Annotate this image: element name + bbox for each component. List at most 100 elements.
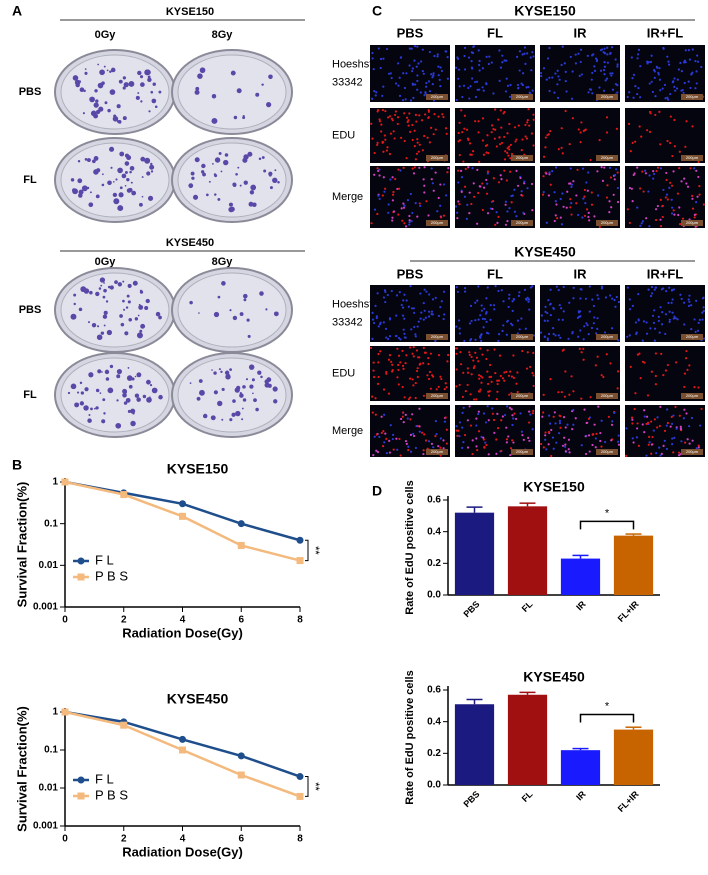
- nucleus: [466, 419, 469, 422]
- column-label: 0Gy: [95, 256, 117, 268]
- nucleus: [570, 375, 573, 378]
- nucleus: [662, 444, 665, 447]
- nucleus: [508, 207, 511, 210]
- nucleus: [377, 352, 380, 356]
- nucleus: [461, 395, 464, 398]
- colony: [130, 181, 133, 184]
- nucleus: [392, 210, 396, 213]
- nucleus: [505, 426, 508, 429]
- nucleus: [577, 52, 580, 55]
- nucleus: [650, 80, 653, 83]
- nucleus: [591, 298, 594, 301]
- nucleus: [505, 333, 508, 336]
- nucleus: [376, 212, 379, 216]
- nucleus: [512, 354, 515, 357]
- nucleus: [383, 190, 386, 193]
- colony: [122, 86, 126, 90]
- scale-bar-label: 200μm: [601, 94, 614, 99]
- nucleus: [671, 437, 674, 440]
- colony: [146, 397, 152, 403]
- nucleus: [467, 86, 470, 90]
- nucleus: [419, 91, 422, 94]
- nucleus: [491, 407, 494, 410]
- nucleus: [697, 386, 700, 389]
- y-tick-label: 0.1: [44, 745, 58, 756]
- nucleus: [468, 351, 471, 354]
- nucleus: [427, 356, 430, 360]
- nucleus: [428, 370, 432, 374]
- nucleus: [506, 210, 509, 213]
- scale-bar-label: 200μm: [431, 155, 444, 160]
- nucleus: [542, 190, 545, 194]
- colony: [73, 293, 77, 297]
- nucleus: [593, 423, 596, 426]
- nucleus: [404, 362, 407, 365]
- nucleus: [572, 180, 575, 183]
- nucleus: [414, 113, 418, 117]
- nucleus: [437, 196, 440, 200]
- nucleus: [637, 53, 640, 56]
- nucleus: [507, 154, 510, 157]
- bar: [454, 512, 495, 595]
- nucleus: [552, 327, 555, 330]
- nucleus: [684, 441, 687, 444]
- nucleus: [430, 126, 433, 129]
- nucleus: [505, 77, 508, 80]
- nucleus: [457, 200, 460, 203]
- colony: [243, 293, 248, 299]
- colony: [115, 178, 118, 181]
- colony: [147, 77, 152, 83]
- nucleus: [681, 88, 684, 92]
- nucleus: [613, 298, 616, 302]
- nucleus: [408, 47, 412, 50]
- nucleus: [672, 451, 675, 454]
- nucleus: [480, 435, 483, 438]
- nucleus: [466, 203, 469, 206]
- scale-bar-label: 200μm: [686, 220, 699, 225]
- nucleus: [470, 51, 473, 54]
- colony: [155, 311, 161, 317]
- nucleus: [690, 73, 693, 76]
- scale-bar-label: 200μm: [601, 334, 614, 339]
- nucleus: [373, 90, 376, 93]
- nucleus: [641, 339, 644, 342]
- nucleus: [428, 293, 431, 296]
- nucleus: [516, 390, 519, 394]
- colony: [150, 162, 153, 166]
- nucleus: [505, 59, 508, 62]
- colony: [158, 90, 162, 94]
- nucleus: [382, 296, 386, 299]
- nucleus: [658, 110, 661, 113]
- colony: [211, 117, 218, 124]
- nucleus: [442, 183, 446, 186]
- nucleus: [647, 288, 650, 291]
- data-point: [179, 500, 186, 508]
- nucleus: [504, 200, 507, 203]
- nucleus: [555, 441, 558, 444]
- nucleus: [666, 55, 669, 58]
- nucleus: [408, 396, 412, 399]
- nucleus: [411, 83, 415, 86]
- nucleus: [579, 288, 582, 291]
- nucleus: [398, 290, 401, 294]
- nucleus: [416, 375, 419, 379]
- nucleus: [625, 454, 628, 457]
- nucleus: [545, 221, 548, 224]
- nucleus: [643, 415, 646, 418]
- nucleus: [474, 95, 478, 99]
- nucleus: [433, 113, 436, 116]
- nucleus: [683, 408, 686, 411]
- nucleus: [540, 74, 543, 78]
- nucleus: [481, 139, 485, 142]
- colony: [100, 331, 105, 335]
- nucleus: [463, 46, 467, 49]
- colony: [218, 152, 222, 155]
- nucleus: [631, 418, 634, 421]
- nucleus: [654, 374, 657, 378]
- fluorescence-image: [370, 166, 450, 228]
- nucleus: [587, 333, 590, 336]
- nucleus: [522, 211, 525, 214]
- nucleus: [426, 374, 429, 377]
- chart-title: KYSE450: [523, 669, 585, 685]
- nucleus: [506, 147, 509, 150]
